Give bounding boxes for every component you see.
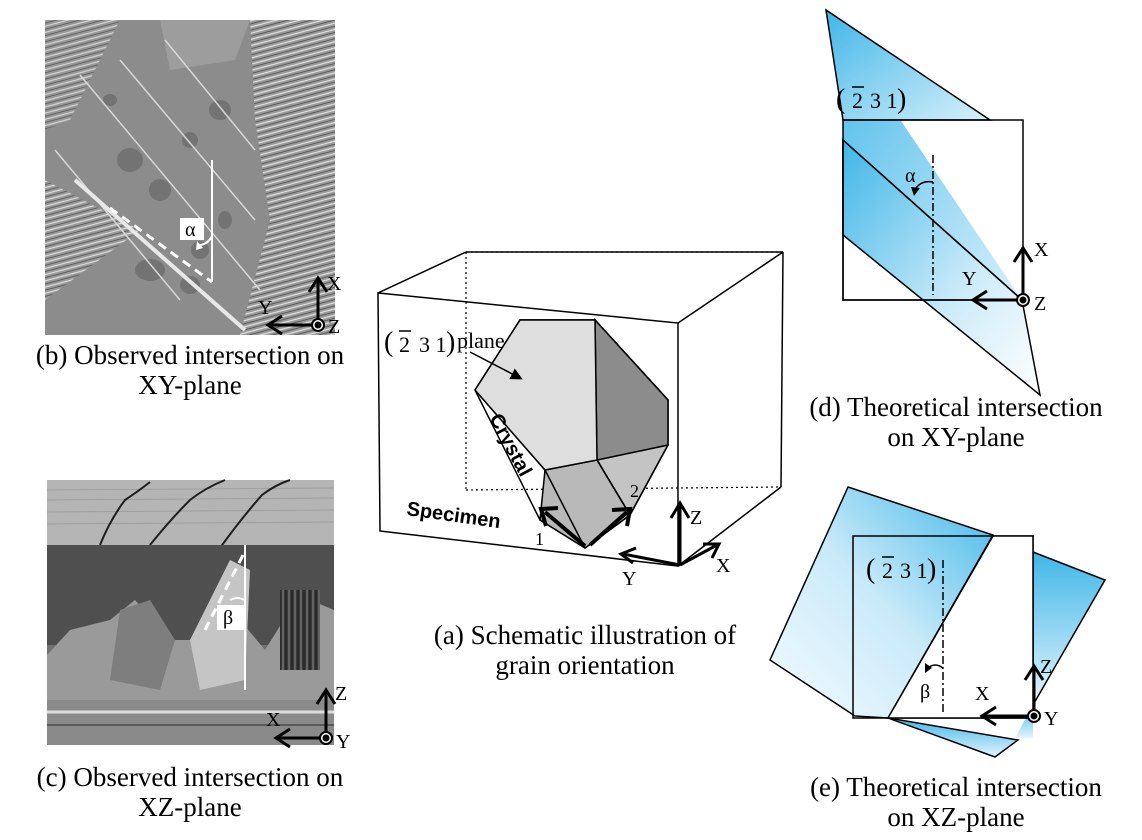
caption-c-line2: XZ-plane — [138, 792, 242, 822]
alpha-label-b: α — [185, 219, 196, 241]
plane-left-part — [769, 486, 995, 719]
axis-y-label-b: Y — [258, 297, 272, 319]
caption-d: (d) Theoretical intersection on XY-plane — [770, 392, 1142, 452]
miller-rest-a: 3 1 — [419, 332, 447, 357]
plane-word-a: plane — [457, 328, 505, 353]
axis-x-label-d: X — [1034, 239, 1049, 261]
svg-text:(: ( — [866, 554, 875, 585]
edge-label-2: 2 — [630, 481, 639, 501]
miller-bar-e: 2 — [882, 558, 893, 583]
miller-rest-e: 3 1 — [900, 558, 928, 583]
axis-x-label-e: X — [975, 683, 990, 705]
caption-a: (a) Schematic illustration of grain orie… — [385, 620, 785, 680]
svg-text:): ) — [927, 554, 936, 585]
caption-e: (e) Theoretical intersection on XZ-plane — [770, 772, 1142, 832]
beta-label-c: β — [223, 607, 233, 629]
svg-text:): ) — [446, 327, 455, 358]
axis-y-label-a: Y — [622, 568, 636, 590]
axis-z-label-c: Z — [335, 683, 347, 705]
micrograph-xz: β Z X Y — [46, 479, 350, 753]
axis-z-label-a: Z — [690, 507, 702, 529]
specimen-schematic: 1 2 Crystal Specimen ( 2 3 1 ) plane Z Y… — [377, 251, 784, 590]
miller-rest-d: 3 1 — [870, 88, 898, 113]
axis-y-label-e: Y — [1044, 708, 1058, 730]
axis-z-label-b: Z — [328, 316, 340, 338]
svg-text:): ) — [897, 84, 906, 115]
axis-x-label-a: X — [716, 555, 731, 577]
specimen-label: Specimen — [405, 498, 502, 533]
caption-d-line2: on XY-plane — [887, 422, 1025, 452]
beta-label-e: β — [920, 681, 930, 703]
caption-c: (c) Observed intersection on XZ-plane — [0, 762, 380, 822]
axis-x-label-b: X — [327, 273, 342, 295]
caption-b-line1: (b) Observed intersection on — [35, 340, 345, 370]
axis-x-label-c: X — [266, 709, 281, 731]
axes-d — [970, 245, 1034, 311]
axis-y-label-c: Y — [336, 731, 350, 753]
plane-pointer-a — [469, 351, 523, 380]
axes-e — [979, 663, 1045, 727]
beta-arc-c — [229, 597, 245, 601]
caption-c-line1: (c) Observed intersection on — [36, 762, 344, 792]
axes-a — [617, 500, 722, 567]
svg-text:(: ( — [836, 84, 845, 115]
caption-b-line2: XY-plane — [138, 370, 242, 400]
beta-label-box-c — [217, 605, 244, 630]
caption-b: (b) Observed intersection on XY-plane — [0, 340, 380, 400]
micrograph-xy: α X Y Z — [45, 20, 342, 338]
alpha-arc-b — [199, 235, 213, 246]
intersection-line-xy — [109, 206, 213, 284]
caption-d-line1: (d) Theoretical intersection — [809, 392, 1103, 422]
plane-right-part — [1032, 550, 1107, 708]
axes-b — [265, 275, 329, 336]
caption-e-line2: on XZ-plane — [887, 802, 1025, 832]
axis-z-label-e: Z — [1040, 656, 1052, 678]
plane-lower-part — [842, 138, 1042, 397]
axes-c — [273, 687, 337, 749]
axis-z-label-d: Z — [1034, 293, 1046, 315]
theoretical-xz: β ( 2 3 1 ) Z X Y — [769, 486, 1107, 758]
alpha-label-d: α — [905, 165, 916, 187]
alpha-label-box-b — [180, 218, 204, 240]
caption-e-line1: (e) Theoretical intersection — [810, 772, 1102, 802]
miller-bar-d: 2 — [852, 88, 863, 113]
svg-text:(: ( — [384, 327, 393, 358]
caption-a-line1: (a) Schematic illustration of — [433, 620, 737, 650]
caption-a-line2: grain orientation — [495, 650, 675, 680]
theoretical-xy: α ( 2 3 1 ) X Y Z — [824, 8, 1049, 397]
miller-bar-a: 2 — [399, 332, 410, 357]
edge-label-1: 1 — [535, 529, 544, 549]
axis-y-label-d: Y — [962, 268, 976, 290]
